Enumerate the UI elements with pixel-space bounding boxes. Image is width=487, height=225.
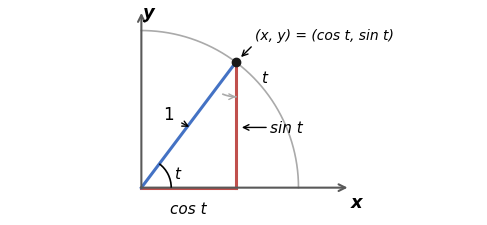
- Text: t: t: [174, 166, 181, 181]
- Text: y: y: [143, 4, 155, 22]
- Text: cos t: cos t: [170, 201, 207, 216]
- Text: (x, y) = (cos t, sin t): (x, y) = (cos t, sin t): [255, 29, 393, 43]
- Text: sin t: sin t: [270, 120, 303, 135]
- Text: t: t: [261, 71, 267, 86]
- Text: 1: 1: [163, 106, 173, 123]
- Text: x: x: [351, 193, 362, 211]
